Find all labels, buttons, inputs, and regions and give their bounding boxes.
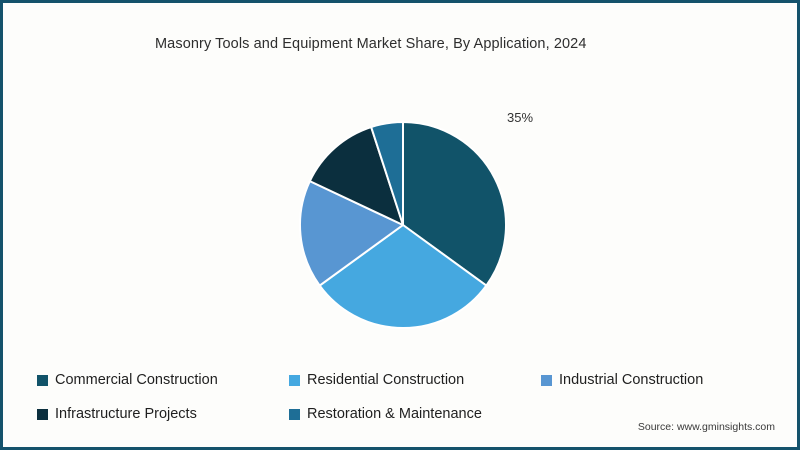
legend-item-label: Restoration & Maintenance xyxy=(307,406,482,422)
pie-chart: Commercial Construction 35%Residential C… xyxy=(297,119,509,331)
pie-slice-group: Commercial Construction 35%Residential C… xyxy=(299,121,507,329)
legend-item[interactable]: Infrastructure Projects xyxy=(37,406,289,422)
legend-item-label: Industrial Construction xyxy=(559,372,704,388)
legend-row: Commercial Construction Residential Const… xyxy=(37,363,769,397)
legend-row: Infrastructure Projects Restoration & Mai… xyxy=(37,397,769,431)
legend-item-label: Commercial Construction xyxy=(55,372,218,388)
legend-swatch-icon xyxy=(37,374,48,386)
pie-slice[interactable]: Residential Construction 30% xyxy=(318,224,488,329)
pie-slice[interactable]: Industrial Construction 17% xyxy=(299,180,404,287)
legend-swatch-icon xyxy=(37,408,48,420)
legend-item[interactable]: Residential Construction xyxy=(289,372,541,388)
pie-slice[interactable]: Infrastructure Projects 13% xyxy=(308,126,404,226)
page-title: Masonry Tools and Equipment Market Share… xyxy=(155,36,587,52)
source-attribution: Source: www.gminsights.com xyxy=(637,421,775,433)
legend-item-label: Infrastructure Projects xyxy=(55,406,197,422)
legend-item-label: Residential Construction xyxy=(307,372,465,388)
pie-slice[interactable]: Commercial Construction 35% xyxy=(402,121,507,287)
legend-swatch-icon xyxy=(289,374,300,386)
pie-slice[interactable]: Restoration & Maintenance 5% xyxy=(370,121,404,226)
chart-legend: Commercial Construction Residential Const… xyxy=(37,363,769,431)
pie-value-label-commercial: 35% xyxy=(507,110,534,125)
pie-chart-svg: Commercial Construction 35%Residential C… xyxy=(299,121,507,329)
legend-swatch-icon xyxy=(541,374,552,386)
legend-item[interactable]: Commercial Construction xyxy=(37,372,289,388)
legend-swatch-icon xyxy=(289,408,300,420)
legend-item[interactable]: Restoration & Maintenance xyxy=(289,406,541,422)
legend-item[interactable]: Industrial Construction xyxy=(541,372,769,388)
